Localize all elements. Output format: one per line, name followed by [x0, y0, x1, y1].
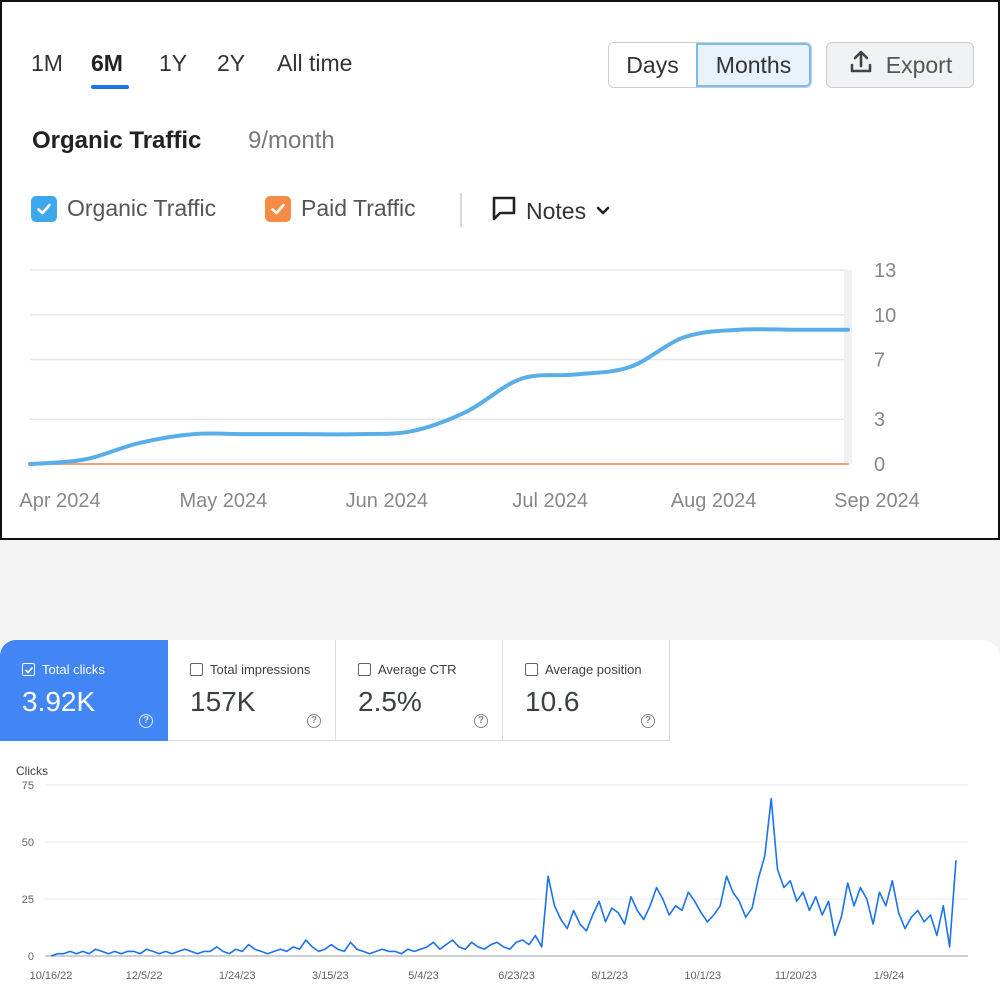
x-tick-label: 12/5/22	[126, 970, 163, 982]
metric-card-average-ctr[interactable]: Average CTR 2.5% ?	[336, 640, 503, 741]
granularity-toggle: Days Months	[608, 42, 812, 88]
checkbox-checked-icon	[31, 195, 57, 222]
help-icon[interactable]: ?	[307, 714, 321, 728]
x-tick-label: Apr 2024	[19, 490, 100, 512]
y-tick-label: 0	[874, 454, 885, 476]
x-tick-label: 1/9/24	[874, 970, 905, 982]
metric-value: 2.5%	[358, 686, 422, 717]
y-axis-label: Clicks	[16, 764, 48, 778]
notes-label: Notes	[526, 197, 587, 224]
metric-card-total-clicks[interactable]: Total clicks 3.92K ?	[0, 640, 168, 741]
organic-traffic-line	[28, 327, 850, 466]
y-tick-label: 50	[22, 837, 34, 849]
help-icon[interactable]: ?	[641, 714, 655, 728]
card-title: Organic Traffic	[32, 127, 202, 154]
metric-label: Average CTR	[378, 662, 457, 677]
x-tick-label: Sep 2024	[834, 490, 920, 512]
y-tick-label: 13	[874, 260, 896, 282]
notes-dropdown[interactable]: Notes	[490, 194, 612, 228]
y-tick-label: 7	[874, 350, 885, 372]
x-tick-label: 3/15/23	[312, 970, 349, 982]
checkbox-unchecked-icon	[358, 663, 371, 676]
metric-label: Total clicks	[42, 662, 105, 677]
x-tick-label: 10/1/23	[684, 970, 721, 982]
x-tick-label: 5/4/23	[408, 970, 439, 982]
range-tab-1y[interactable]: 1Y	[159, 50, 188, 76]
range-tab-6m[interactable]: 6M	[91, 50, 123, 76]
organic-traffic-panel: 1M 6M 1Y 2Y All time Days Months Export …	[0, 0, 1000, 540]
clicks-chart: 0 25 50 75 10/16/22 12/5/22 1/24/23 3/15/23 5/4/…	[22, 780, 968, 982]
metric-label: Total impressions	[210, 662, 311, 677]
legend-organic-label: Organic Traffic	[67, 195, 217, 221]
comment-icon	[490, 194, 518, 228]
y-tick-label: 75	[22, 780, 34, 792]
y-tick-label: 10	[874, 305, 896, 327]
metric-card-average-position[interactable]: Average position 10.6 ?	[503, 640, 670, 741]
metric-value: 10.6	[525, 686, 580, 717]
help-icon[interactable]: ?	[474, 714, 488, 728]
metric-card-total-impressions[interactable]: Total impressions 157K ?	[168, 640, 336, 741]
x-tick-label: 8/12/23	[591, 970, 628, 982]
range-tab-all-time[interactable]: All time	[277, 50, 353, 76]
legend-divider	[460, 193, 462, 227]
days-button[interactable]: Days	[609, 43, 696, 87]
active-tab-indicator	[91, 85, 129, 89]
chevron-down-icon	[594, 198, 612, 225]
x-tick-label: Aug 2024	[671, 490, 757, 512]
export-label: Export	[885, 51, 953, 78]
metric-label: Average position	[545, 662, 642, 677]
chart-edge-band	[844, 270, 852, 464]
search-performance-panel: Total clicks 3.92K ? Total impressions 1…	[0, 640, 1000, 1000]
clicks-line	[50, 797, 957, 957]
legend-paid-label: Paid Traffic	[301, 195, 416, 221]
export-button[interactable]: Export	[826, 42, 974, 88]
checkbox-checked-icon	[265, 195, 291, 222]
x-tick-label: 10/16/22	[30, 970, 73, 982]
x-tick-label: Jul 2024	[512, 490, 588, 512]
x-tick-label: 11/20/23	[775, 970, 817, 982]
legend-organic-traffic[interactable]: Organic Traffic	[31, 195, 216, 222]
checkbox-unchecked-icon	[190, 663, 203, 676]
months-button[interactable]: Months	[696, 43, 811, 87]
card-subtitle: 9/month	[248, 127, 335, 154]
range-tab-1m[interactable]: 1M	[31, 50, 63, 76]
metric-value: 157K	[190, 686, 256, 717]
y-tick-label: 0	[28, 951, 34, 963]
organic-traffic-chart: 0 3 7 10 13 Apr 2024 May 2024 Jun 2024 Jul 2024 A…	[19, 260, 920, 512]
checkbox-unchecked-icon	[525, 663, 538, 676]
x-tick-label: 6/23/23	[498, 970, 535, 982]
range-tab-2y[interactable]: 2Y	[217, 50, 246, 76]
help-icon[interactable]: ?	[139, 714, 153, 728]
checkbox-checked-icon	[22, 663, 35, 676]
upload-icon	[848, 49, 874, 81]
x-tick-label: May 2024	[179, 490, 267, 512]
x-tick-label: Jun 2024	[346, 490, 428, 512]
legend-paid-traffic[interactable]: Paid Traffic	[265, 195, 416, 222]
x-tick-label: 1/24/23	[219, 970, 256, 982]
y-tick-label: 25	[22, 894, 34, 906]
y-tick-label: 3	[874, 409, 885, 431]
metric-value: 3.92K	[22, 686, 96, 717]
